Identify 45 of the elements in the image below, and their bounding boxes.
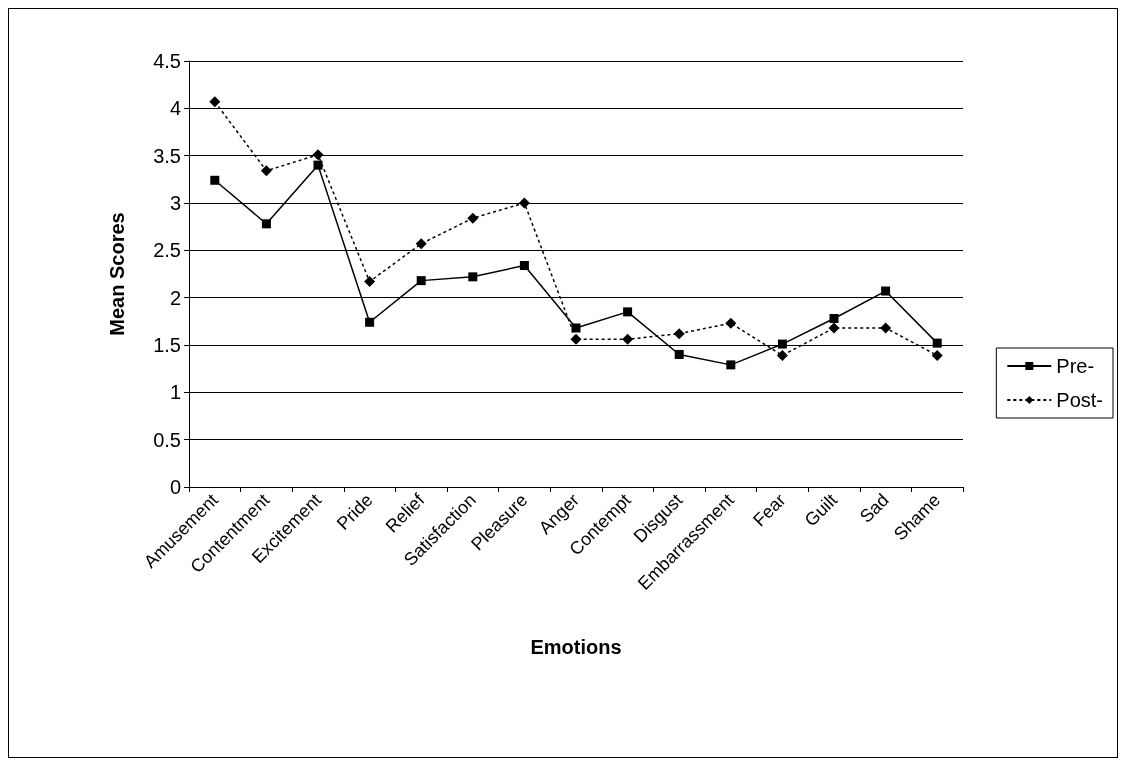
point [313, 160, 323, 170]
point [209, 96, 221, 108]
point [776, 349, 788, 361]
y-tick-label: 0.5 [153, 428, 181, 451]
point [725, 317, 737, 329]
point [416, 276, 426, 286]
point [365, 317, 375, 327]
point [312, 149, 324, 161]
point [261, 219, 271, 229]
point [622, 333, 634, 345]
y-tick-label: 4 [169, 97, 181, 120]
point [260, 165, 272, 177]
point [931, 349, 943, 361]
point [726, 360, 736, 370]
point [519, 260, 529, 270]
point [828, 322, 840, 334]
point [415, 238, 427, 250]
point [829, 313, 839, 323]
y-tick-label: 3 [169, 192, 181, 214]
y-tick-label: 2 [169, 286, 181, 309]
x-axis-title: Emotions [530, 636, 622, 658]
point [467, 212, 479, 224]
y-tick-label: 2.5 [153, 239, 181, 262]
y-tick-label: 1 [169, 381, 181, 404]
point [777, 339, 787, 349]
y-tick-label: 0 [169, 476, 181, 498]
point [210, 175, 220, 185]
y-axis-title: Mean Scores [106, 212, 128, 336]
point [673, 328, 685, 340]
y-tick-label: 1.5 [153, 334, 181, 356]
point [364, 276, 376, 288]
point [518, 197, 530, 209]
point [468, 272, 478, 282]
point [674, 349, 684, 359]
legend-label: Post- [1056, 389, 1104, 411]
legend-label: Pre- [1056, 355, 1095, 377]
point [880, 322, 892, 334]
point [881, 286, 891, 296]
point [570, 333, 582, 345]
y-tick-label: 3.5 [153, 144, 181, 167]
x-tick-label: Sad [855, 489, 893, 527]
y-tick-label: 4.5 [153, 50, 181, 72]
point [571, 323, 581, 333]
point [932, 338, 942, 348]
point [623, 307, 633, 317]
